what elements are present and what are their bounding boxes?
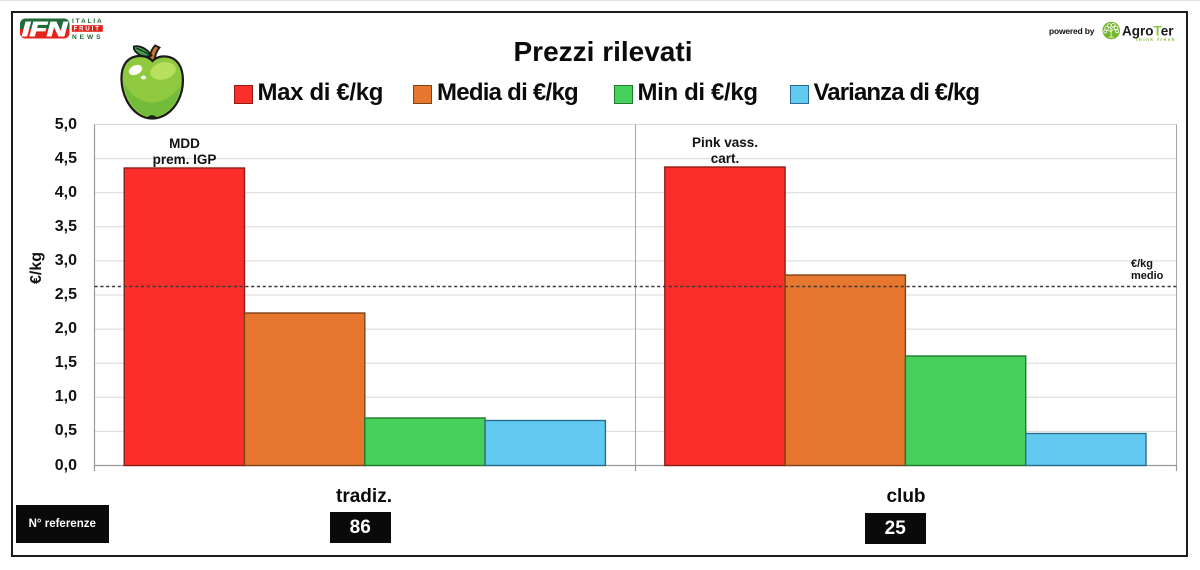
svg-text:FRUIT: FRUIT (74, 27, 101, 33)
svg-text:ITALIA: ITALIA (72, 18, 104, 25)
svg-text:IFN: IFN (22, 18, 69, 41)
svg-text:AgroTer: AgroTer (1122, 23, 1174, 38)
svg-text:think fresh: think fresh (1136, 37, 1176, 42)
svg-text:NEWS: NEWS (72, 34, 103, 41)
